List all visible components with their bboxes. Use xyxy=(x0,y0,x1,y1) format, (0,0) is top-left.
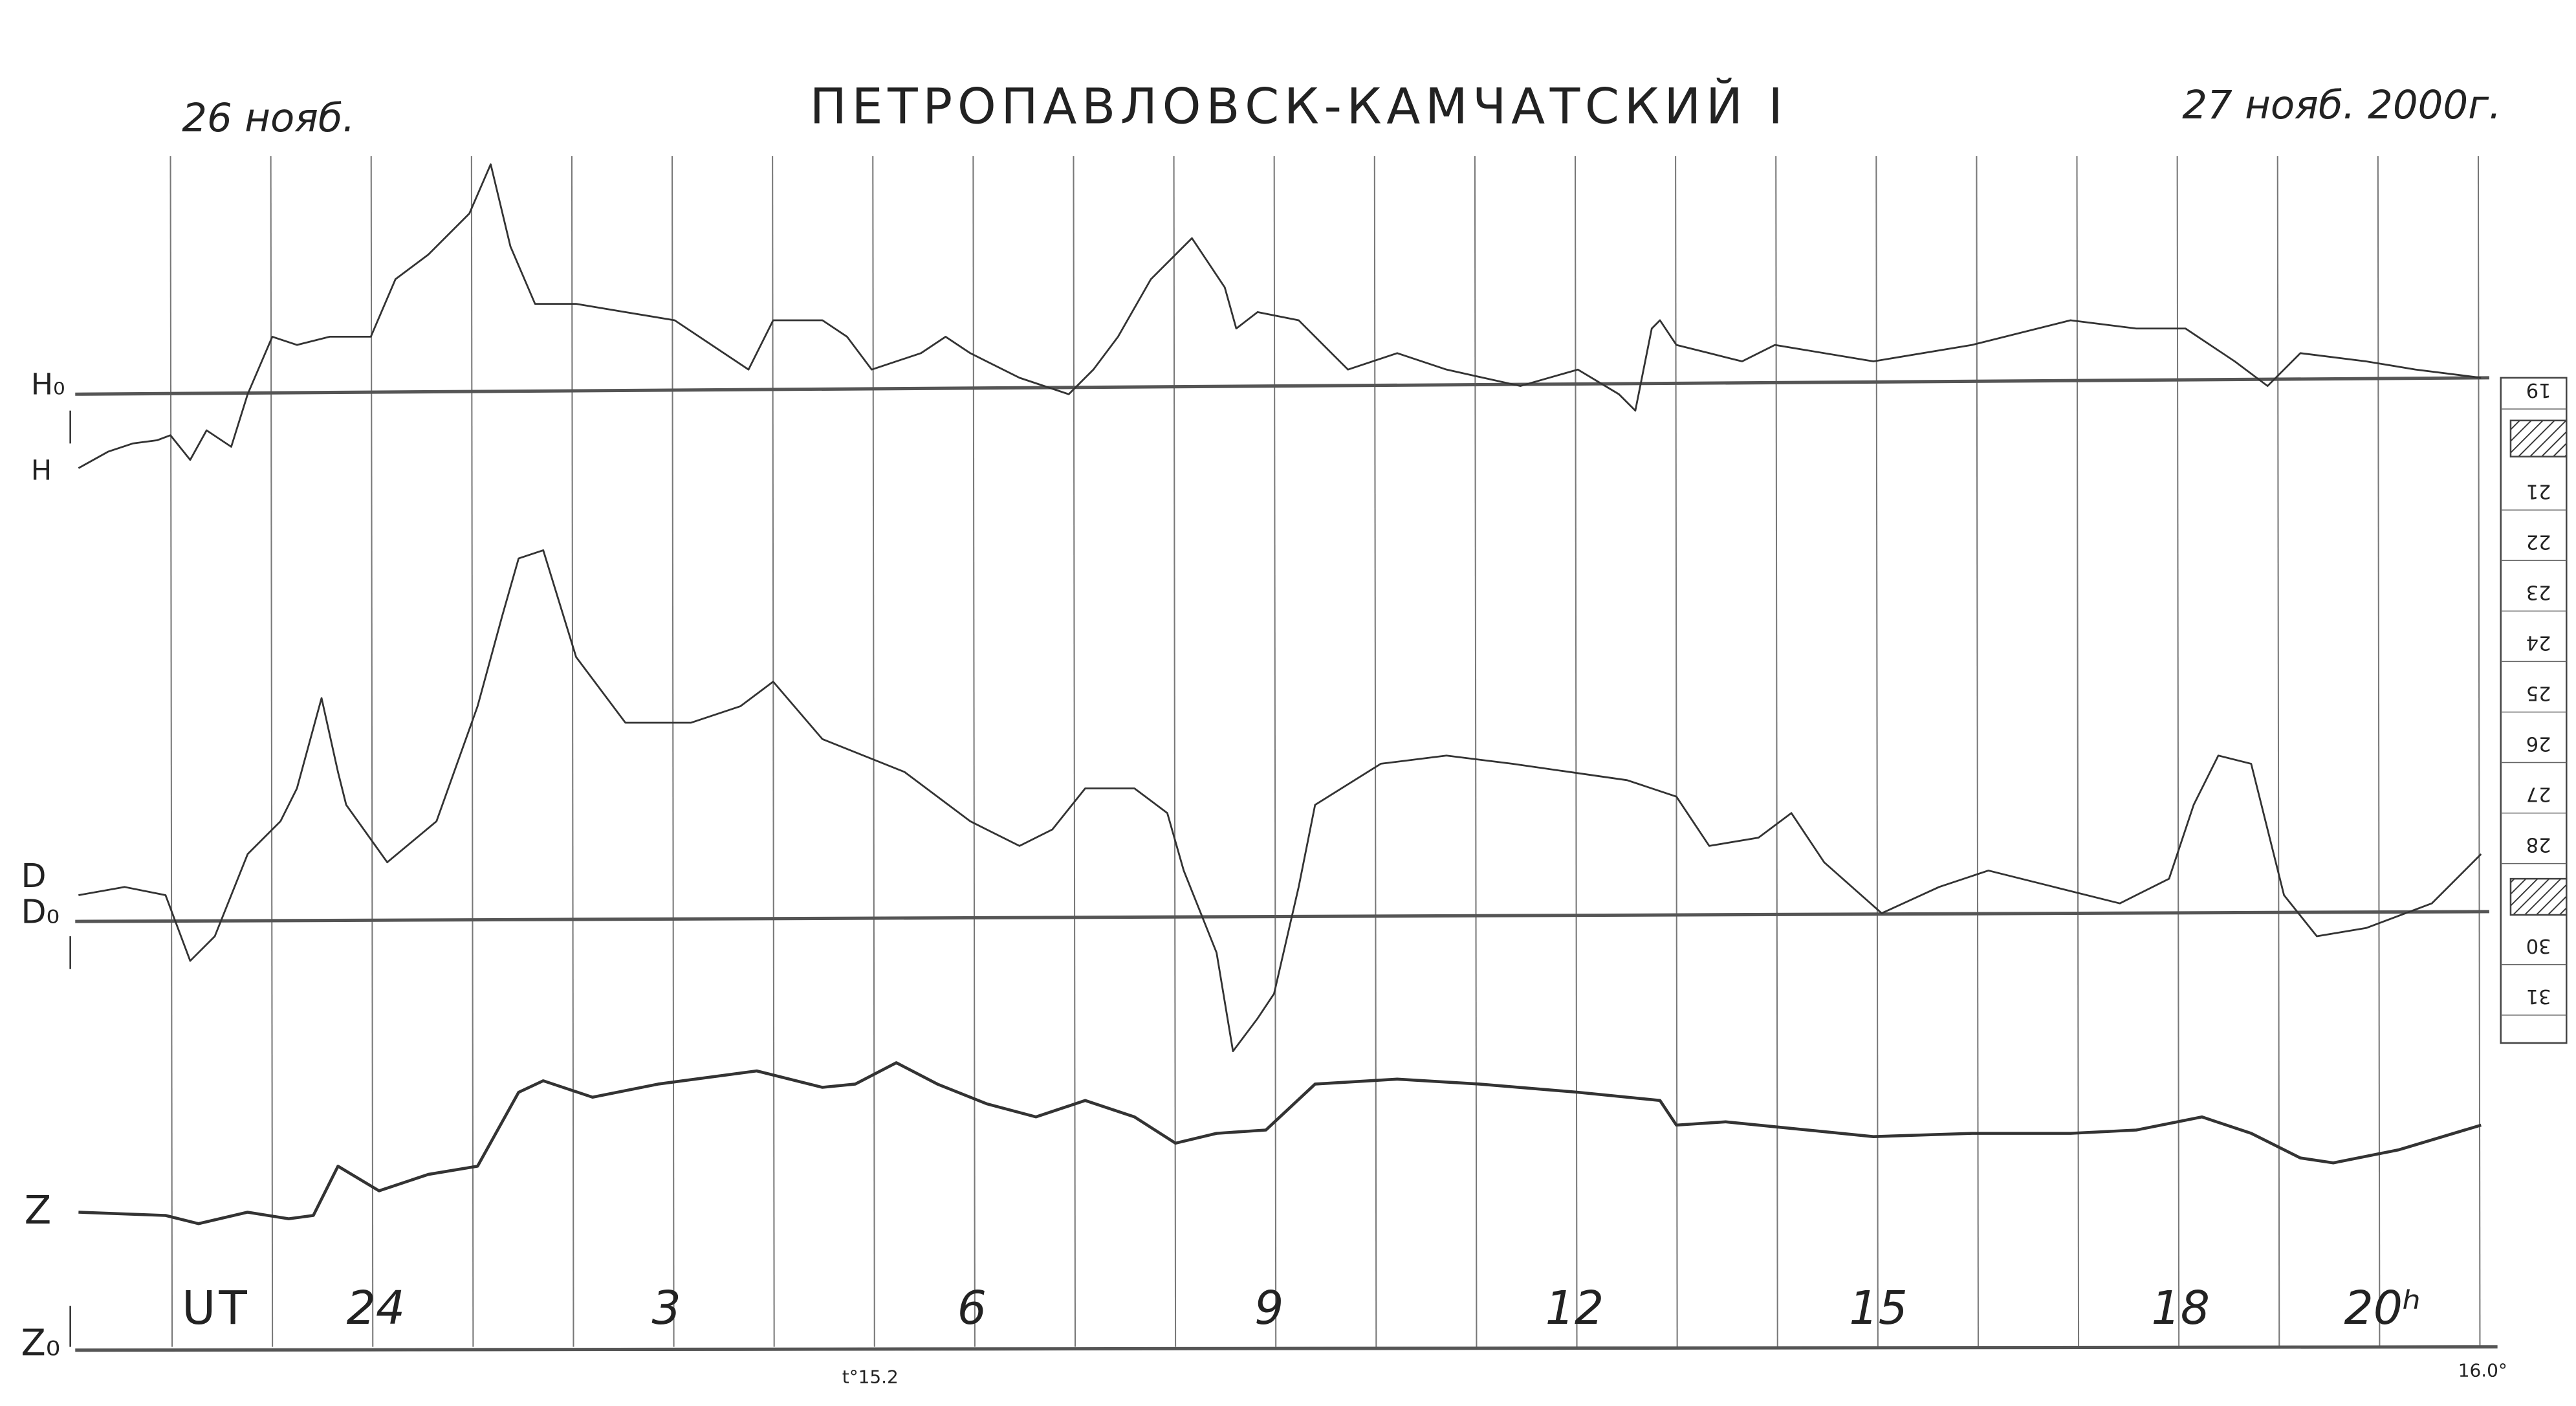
hour-label: 20ʰ xyxy=(2344,1281,2421,1335)
h-trace xyxy=(78,163,2482,469)
hour-line xyxy=(2377,156,2381,1347)
scale-label: 26 xyxy=(2526,732,2551,755)
ut-label: UT xyxy=(182,1281,250,1335)
hour-label: 24 xyxy=(347,1281,405,1335)
hour-line xyxy=(1073,156,1076,1347)
d-baseline xyxy=(75,910,2489,923)
scale-labels: 19 21 22 23 24 25 26 27 28 30 31 xyxy=(2500,379,2567,1016)
scale-label: 19 xyxy=(2526,379,2551,401)
h-label: H xyxy=(31,454,52,487)
hour-line xyxy=(772,156,775,1347)
hour-line xyxy=(470,156,474,1347)
hour-label: 9 xyxy=(1254,1281,1283,1335)
d-label: D xyxy=(21,857,47,895)
hour-line xyxy=(2076,156,2080,1347)
z-trace xyxy=(78,1061,2482,1225)
scale-hatch xyxy=(2509,419,2568,457)
hour-line xyxy=(1675,156,1678,1347)
hour-label: 18 xyxy=(2151,1281,2209,1335)
hour-labels: 24 3 6 9 12 15 18 20ʰ xyxy=(347,1281,2421,1335)
scale-label: 31 xyxy=(2526,985,2551,1007)
z-label: Z xyxy=(25,1187,52,1233)
hour-line xyxy=(872,156,875,1347)
hour-label: 12 xyxy=(1545,1281,1604,1335)
hour-label: 6 xyxy=(957,1281,987,1335)
scale-label: 23 xyxy=(2526,580,2551,603)
hour-line xyxy=(1875,156,1879,1347)
hour-line xyxy=(1273,156,1277,1347)
hour-line xyxy=(1474,156,1478,1347)
hour-line xyxy=(1775,156,1778,1347)
scale-label: 21 xyxy=(2526,479,2551,502)
scale-label: 27 xyxy=(2526,783,2551,806)
h-baseline xyxy=(75,376,2489,396)
scale-label: 22 xyxy=(2526,530,2551,553)
hour-line xyxy=(2176,156,2180,1347)
hour-label: 15 xyxy=(1849,1281,1907,1335)
left-date: 26 нояб. xyxy=(182,95,355,141)
hour-line xyxy=(1574,156,1578,1347)
end-temperature: 16.0° xyxy=(2458,1359,2507,1381)
hour-line xyxy=(270,156,274,1347)
hour-line xyxy=(169,156,173,1347)
z0-label: Z₀ xyxy=(21,1322,61,1364)
z-baseline xyxy=(75,1345,2498,1352)
hour-line xyxy=(671,156,675,1347)
d-trace xyxy=(78,549,2482,1053)
d0-label: D₀ xyxy=(21,893,60,931)
hour-label: 3 xyxy=(652,1281,681,1335)
scale-label: 28 xyxy=(2526,833,2551,856)
hour-line xyxy=(1173,156,1177,1347)
scale-label: 25 xyxy=(2526,681,2551,704)
hour-line xyxy=(370,156,374,1347)
scale-bar xyxy=(2500,377,2568,1044)
hour-line xyxy=(571,156,574,1347)
scale-label: 30 xyxy=(2526,934,2551,957)
right-date: 27 нояб. 2000г. xyxy=(2182,82,2501,128)
hour-line xyxy=(1373,156,1377,1347)
start-temperature: t°15.2 xyxy=(842,1366,899,1387)
title: ПЕТРОПАВЛОВСК-КАМЧАТСКИЙ I xyxy=(810,76,1788,135)
hour-line xyxy=(2477,156,2481,1347)
h0-label: H₀ xyxy=(31,367,65,401)
hour-line xyxy=(1976,156,1979,1347)
scale-label: 24 xyxy=(2526,631,2551,654)
scale-hatch xyxy=(2509,877,2568,916)
